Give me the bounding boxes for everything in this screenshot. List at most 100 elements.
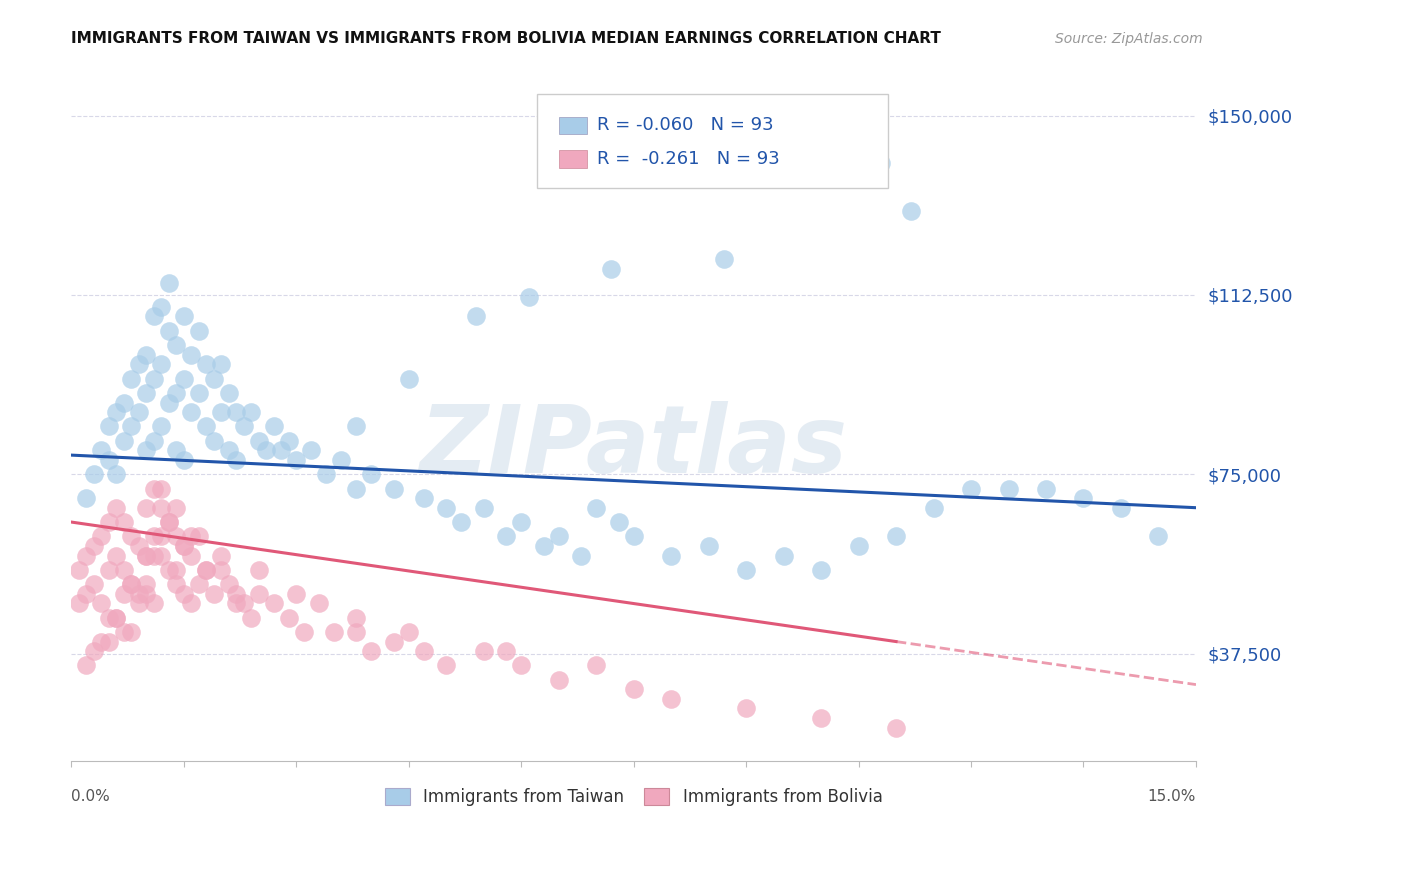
Point [884,529,907,543]
Point [165,443,187,458]
Point [232,596,254,610]
Point [607,515,630,529]
Point [97,610,120,624]
Point [277,610,299,624]
Point [247,563,270,577]
Point [90,529,112,543]
Point [90,443,112,458]
Point [173,453,195,467]
Point [180,348,202,362]
Point [585,500,607,515]
Point [1073,491,1095,505]
Point [285,453,308,467]
Point [112,587,135,601]
Point [398,371,420,385]
Point [600,261,623,276]
Point [150,357,173,371]
Point [157,324,180,338]
Point [150,419,173,434]
Point [533,539,555,553]
Point [569,549,592,563]
Point [105,610,128,624]
Text: R =  -0.261   N = 93: R = -0.261 N = 93 [598,151,780,169]
Point [187,386,209,401]
Point [510,658,533,673]
Point [97,563,120,577]
Point [884,721,907,735]
Point [547,673,569,687]
Point [173,587,195,601]
Point [165,500,187,515]
Point [112,625,135,640]
Point [67,596,90,610]
Point [195,357,218,371]
Point [382,482,405,496]
Point [105,405,128,419]
Point [659,549,682,563]
Point [83,539,105,553]
Point [97,453,120,467]
Point [547,529,569,543]
Point [247,434,270,448]
Point [83,577,105,591]
Point [187,324,209,338]
Point [120,371,142,385]
Point [659,692,682,706]
Point [165,577,187,591]
Point [97,419,120,434]
Point [150,549,173,563]
Point [735,701,758,715]
Point [150,529,173,543]
Point [128,539,150,553]
Point [697,539,720,553]
Point [173,539,195,553]
Point [187,529,209,543]
Point [128,405,150,419]
Point [187,577,209,591]
Point [135,549,157,563]
Point [900,204,922,219]
Point [97,634,120,648]
Point [135,386,157,401]
Point [173,310,195,324]
Text: Source: ZipAtlas.com: Source: ZipAtlas.com [1056,32,1204,46]
Point [195,563,218,577]
Point [165,386,187,401]
Point [472,644,495,658]
Point [90,596,112,610]
Text: ZIPatlas: ZIPatlas [419,401,848,492]
Point [870,156,893,170]
Point [810,711,832,725]
Point [135,500,157,515]
Point [150,500,173,515]
Point [173,539,195,553]
Point [195,563,218,577]
Point [240,610,263,624]
Point [209,549,232,563]
Point [180,405,202,419]
Point [360,644,382,658]
Point [83,467,105,482]
Point [344,610,367,624]
Point [412,644,434,658]
Point [142,529,165,543]
Point [165,338,187,352]
Point [202,587,225,601]
Point [254,443,277,458]
Point [120,577,142,591]
Point [292,625,315,640]
Point [75,587,97,601]
Point [90,634,112,648]
Point [180,529,202,543]
Point [1035,482,1057,496]
Point [344,625,367,640]
Point [128,596,150,610]
Point [165,563,187,577]
Point [735,563,758,577]
Point [83,644,105,658]
Point [120,419,142,434]
Point [142,434,165,448]
Text: 15.0%: 15.0% [1147,789,1197,805]
Point [105,549,128,563]
Point [120,529,142,543]
